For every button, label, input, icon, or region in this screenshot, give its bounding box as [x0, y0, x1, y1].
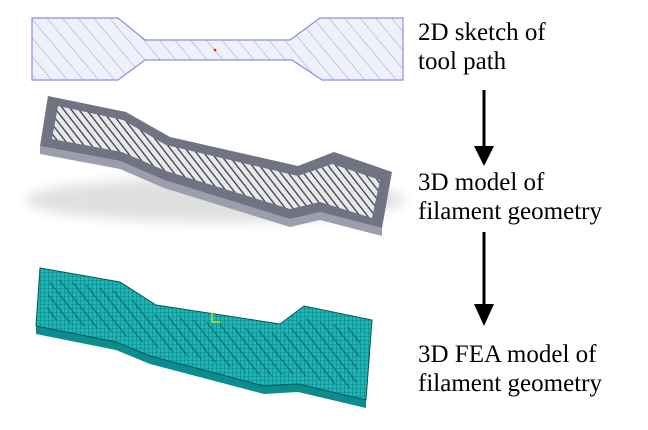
- fea-model: [35, 267, 373, 408]
- sketch-shape: [31, 17, 404, 81]
- fea-axis-triad: [211, 312, 220, 323]
- sketch-hatch: [32, 18, 403, 80]
- fea-mesh-hatch: [46, 278, 362, 390]
- arrow-model-to-fea: [474, 232, 494, 326]
- arrow-sketch-to-model: [474, 90, 494, 166]
- sketch-origin-mark: [213, 48, 217, 52]
- caption-2d-sketch-line-1: 2D sketch of: [418, 19, 546, 46]
- caption-fea-model: 3D FEA model of filament geometry: [418, 340, 602, 398]
- caption-3d-model-line-1: 3D model of: [418, 169, 545, 196]
- caption-2d-sketch-line-2: tool path: [418, 48, 507, 75]
- caption-fea-model-line-1: 3D FEA model of: [418, 341, 597, 368]
- solid-hatch: [52, 106, 380, 218]
- caption-3d-model: 3D model of filament geometry: [418, 168, 602, 226]
- caption-3d-model-line-2: filament geometry: [418, 198, 602, 225]
- caption-fea-model-line-2: filament geometry: [418, 370, 602, 397]
- solid-model: [25, 96, 405, 236]
- fea-side-face: [36, 326, 366, 408]
- solid-side-face: [40, 146, 382, 236]
- caption-2d-sketch: 2D sketch of tool path: [418, 18, 546, 76]
